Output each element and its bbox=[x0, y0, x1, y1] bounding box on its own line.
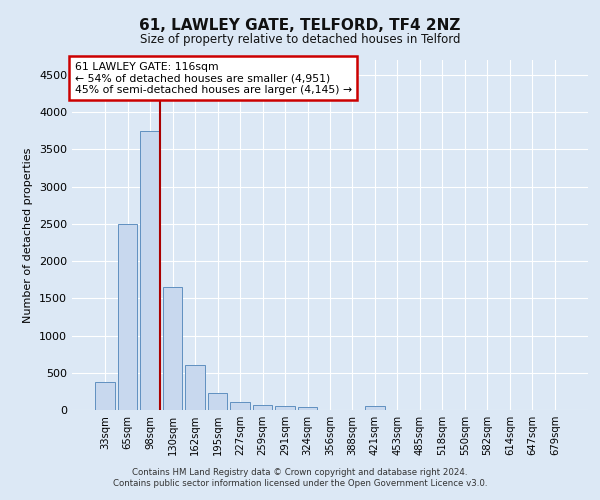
Bar bbox=[163, 287, 182, 410]
Bar bbox=[118, 224, 137, 410]
Bar bbox=[253, 405, 272, 410]
Bar bbox=[95, 382, 115, 410]
Text: Size of property relative to detached houses in Telford: Size of property relative to detached ho… bbox=[140, 32, 460, 46]
Bar bbox=[298, 408, 317, 410]
Bar bbox=[140, 130, 160, 410]
Bar bbox=[185, 366, 205, 410]
Bar bbox=[365, 406, 385, 410]
Bar bbox=[208, 393, 227, 410]
Bar bbox=[230, 402, 250, 410]
Text: 61 LAWLEY GATE: 116sqm
← 54% of detached houses are smaller (4,951)
45% of semi-: 61 LAWLEY GATE: 116sqm ← 54% of detached… bbox=[74, 62, 352, 95]
Text: Contains HM Land Registry data © Crown copyright and database right 2024.
Contai: Contains HM Land Registry data © Crown c… bbox=[113, 468, 487, 487]
Text: 61, LAWLEY GATE, TELFORD, TF4 2NZ: 61, LAWLEY GATE, TELFORD, TF4 2NZ bbox=[139, 18, 461, 32]
Bar bbox=[275, 406, 295, 410]
Y-axis label: Number of detached properties: Number of detached properties bbox=[23, 148, 34, 322]
